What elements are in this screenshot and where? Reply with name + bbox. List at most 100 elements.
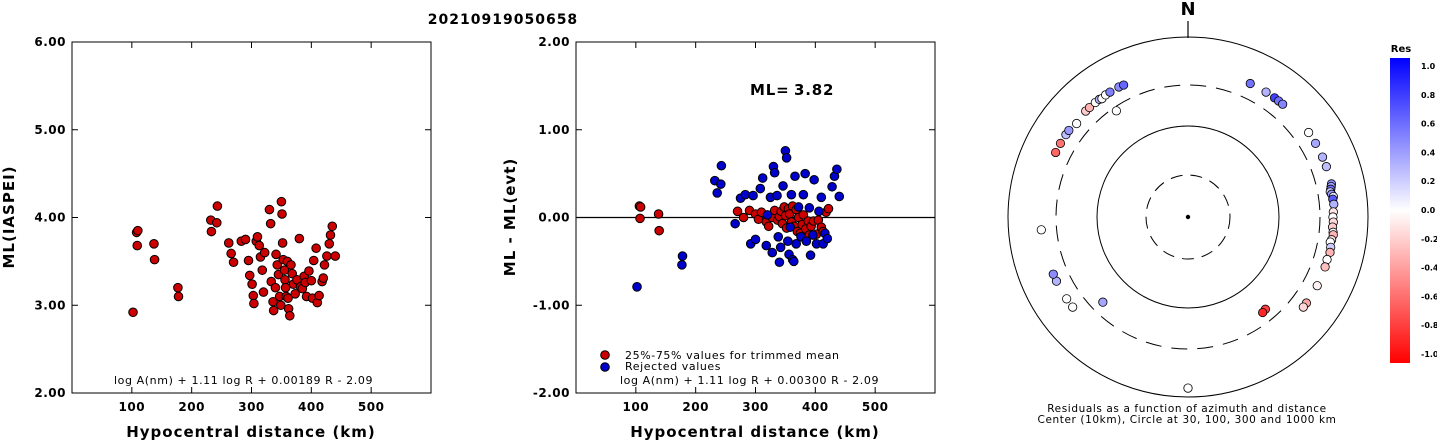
- colorbar-tick-label: 0.2: [1421, 177, 1435, 186]
- residual-y-axis-label: ML - ML(evt): [501, 158, 519, 276]
- data-point: [248, 290, 259, 301]
- data-point: [740, 189, 751, 200]
- station-residual-point: [1298, 302, 1308, 312]
- data-point: [791, 239, 801, 249]
- data-point: [653, 209, 664, 219]
- data-point: [257, 265, 268, 275]
- colorbar-tick-label: 0.0: [1421, 206, 1436, 215]
- ml-label: ML=: [750, 81, 789, 99]
- epicenter-dot: [1185, 214, 1191, 220]
- data-point: [635, 213, 645, 224]
- data-point: [268, 305, 279, 316]
- colorbar-tick-label: -0.8: [1421, 321, 1437, 330]
- data-point: [677, 260, 687, 270]
- data-point: [793, 202, 804, 212]
- data-point: [173, 282, 183, 293]
- data-point: [330, 251, 341, 261]
- data-point: [785, 222, 796, 232]
- data-point: [769, 167, 780, 178]
- colorbar-title: Res: [1391, 44, 1411, 55]
- ml-ticks: 100 200 300 400 500 2.00 3.00 4.00 5.00 6.00: [34, 35, 431, 414]
- data-point: [279, 265, 290, 275]
- data-point: [781, 153, 792, 163]
- x-tick-label: 200: [682, 400, 709, 414]
- data-point: [258, 287, 269, 297]
- ml-value: 3.82: [794, 81, 834, 99]
- data-point: [798, 189, 809, 200]
- y-tick-label: 3.00: [34, 298, 66, 312]
- x-tick-label: 200: [178, 400, 205, 414]
- data-point: [212, 201, 223, 211]
- station-residual-point: [1310, 138, 1321, 148]
- colorbar-tick-label: -0.4: [1421, 264, 1437, 273]
- colorbar-tick-label: -1.0: [1421, 350, 1437, 359]
- data-point: [132, 240, 143, 251]
- data-point: [783, 236, 793, 246]
- data-point: [270, 282, 281, 293]
- data-point: [805, 250, 816, 261]
- data-point: [750, 234, 761, 245]
- data-point: [324, 239, 335, 249]
- station-residual-point: [1278, 99, 1288, 109]
- ml-plot-frame: [71, 41, 432, 394]
- y-tick-label: 6.00: [34, 35, 66, 49]
- data-point: [319, 260, 330, 270]
- data-point: [318, 273, 329, 283]
- station-residual-point: [1068, 302, 1078, 312]
- data-point: [755, 183, 766, 194]
- legend-marker-trimmed: [600, 350, 610, 360]
- station-residual-point: [1098, 297, 1108, 307]
- data-point: [748, 190, 758, 201]
- data-point: [286, 260, 296, 270]
- colorbar-tick-label: 0.8: [1421, 91, 1436, 100]
- data-point: [244, 270, 255, 281]
- data-point: [763, 221, 774, 232]
- station-residual-point: [1245, 78, 1255, 89]
- data-point: [249, 298, 259, 309]
- data-point: [322, 251, 332, 261]
- station-residual-point: [1304, 127, 1314, 138]
- y-tick-label: 5.00: [34, 123, 66, 137]
- data-point: [149, 239, 159, 249]
- data-point: [243, 255, 254, 266]
- x-tick-label: 500: [862, 400, 889, 414]
- y-tick-label: -2.00: [533, 386, 570, 400]
- x-tick-label: 100: [623, 400, 650, 414]
- colorbar: Res 1.0 0.8 0.6 0.4 0.2 0.0 -0.2 -0.4 -0.6 -0.8 -1…: [1390, 44, 1437, 363]
- station-residual-point: [1329, 199, 1339, 209]
- data-point: [808, 230, 818, 240]
- data-point: [277, 209, 287, 219]
- data-point: [240, 234, 251, 245]
- y-tick-label: 2.00: [34, 386, 66, 400]
- data-point: [814, 206, 824, 217]
- station-residual-point: [1321, 162, 1331, 172]
- ring-1000km: [1007, 36, 1369, 398]
- data-point: [277, 238, 288, 248]
- station-residual-point: [1320, 262, 1330, 272]
- station-residual-point: [1111, 106, 1121, 116]
- data-point: [712, 188, 723, 198]
- data-point: [290, 289, 300, 299]
- data-point: [264, 204, 275, 215]
- data-point: [730, 218, 740, 229]
- data-point: [761, 240, 772, 251]
- ring-30km: [1145, 174, 1231, 260]
- station-residual-point: [1072, 118, 1082, 129]
- station-residual-point: [1084, 102, 1095, 113]
- data-point: [276, 300, 286, 311]
- station-residual-point: [1105, 87, 1115, 97]
- colorbar-ticks: 1.0 0.8 0.6 0.4 0.2 0.0 -0.2 -0.4 -0.6 -0.8 -1.0: [1421, 62, 1437, 359]
- data-point: [788, 256, 799, 267]
- residual-distance-panel: 100 200 300 400 500 -2.00 -1.00 0.00 1.00 2.00 ML…: [501, 35, 936, 441]
- data-point: [827, 181, 837, 192]
- data-point: [804, 203, 815, 213]
- station-residual-point: [1062, 294, 1072, 304]
- polar-caption-line2: Center (10km), Circle at 30, 100, 300 an…: [1038, 414, 1337, 426]
- data-point: [775, 242, 786, 253]
- station-residual-point: [1312, 281, 1322, 291]
- residual-points: [632, 146, 845, 292]
- data-point: [308, 255, 319, 266]
- data-point: [254, 240, 265, 251]
- station-residual-point: [1317, 152, 1328, 162]
